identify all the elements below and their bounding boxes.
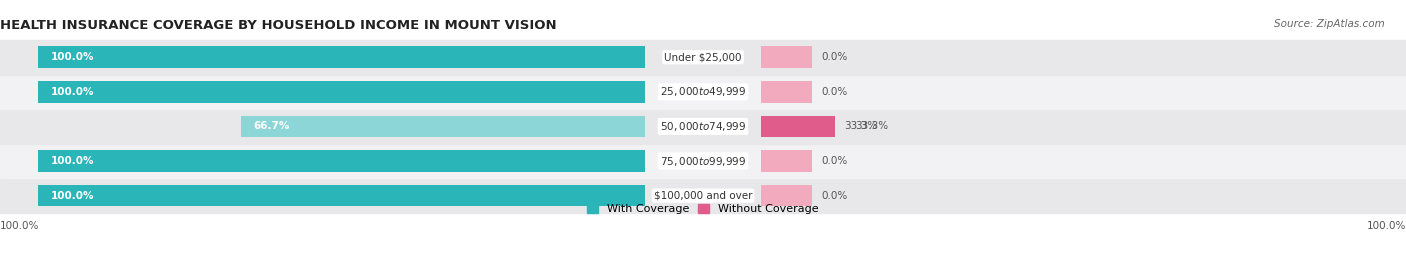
Text: 100.0%: 100.0% [0, 221, 39, 231]
Text: 66.7%: 66.7% [253, 121, 290, 132]
Text: 100.0%: 100.0% [51, 52, 94, 62]
Text: 33.3%: 33.3% [845, 121, 877, 132]
Bar [0, 40, 1406, 75]
Text: $100,000 and over: $100,000 and over [654, 191, 752, 201]
Text: Source: ZipAtlas.com: Source: ZipAtlas.com [1274, 19, 1385, 29]
Bar [761, 81, 811, 102]
Text: 100.0%: 100.0% [1367, 221, 1406, 231]
Text: 100.0%: 100.0% [51, 191, 94, 201]
Text: $75,000 to $99,999: $75,000 to $99,999 [659, 155, 747, 168]
Bar [0, 178, 1406, 213]
Bar [38, 81, 645, 102]
Text: 0.0%: 0.0% [821, 87, 848, 97]
Legend: With Coverage, Without Coverage: With Coverage, Without Coverage [582, 200, 824, 219]
Bar [38, 185, 645, 206]
Bar [0, 109, 1406, 144]
Bar [761, 150, 811, 172]
Text: Under $25,000: Under $25,000 [664, 52, 742, 62]
Text: 100.0%: 100.0% [51, 87, 94, 97]
Bar [761, 116, 835, 137]
Text: 0.0%: 0.0% [821, 52, 848, 62]
Text: 100.0%: 100.0% [51, 156, 94, 166]
Bar [38, 47, 645, 68]
Bar [240, 116, 645, 137]
Bar [761, 185, 811, 206]
Text: 33.3%: 33.3% [855, 121, 889, 132]
Bar [0, 75, 1406, 109]
Text: 0.0%: 0.0% [821, 156, 848, 166]
Text: HEALTH INSURANCE COVERAGE BY HOUSEHOLD INCOME IN MOUNT VISION: HEALTH INSURANCE COVERAGE BY HOUSEHOLD I… [0, 19, 557, 32]
Text: $50,000 to $74,999: $50,000 to $74,999 [659, 120, 747, 133]
Bar [38, 150, 645, 172]
Text: 0.0%: 0.0% [821, 191, 848, 201]
Bar [761, 47, 811, 68]
Bar [0, 144, 1406, 178]
Text: $25,000 to $49,999: $25,000 to $49,999 [659, 85, 747, 98]
